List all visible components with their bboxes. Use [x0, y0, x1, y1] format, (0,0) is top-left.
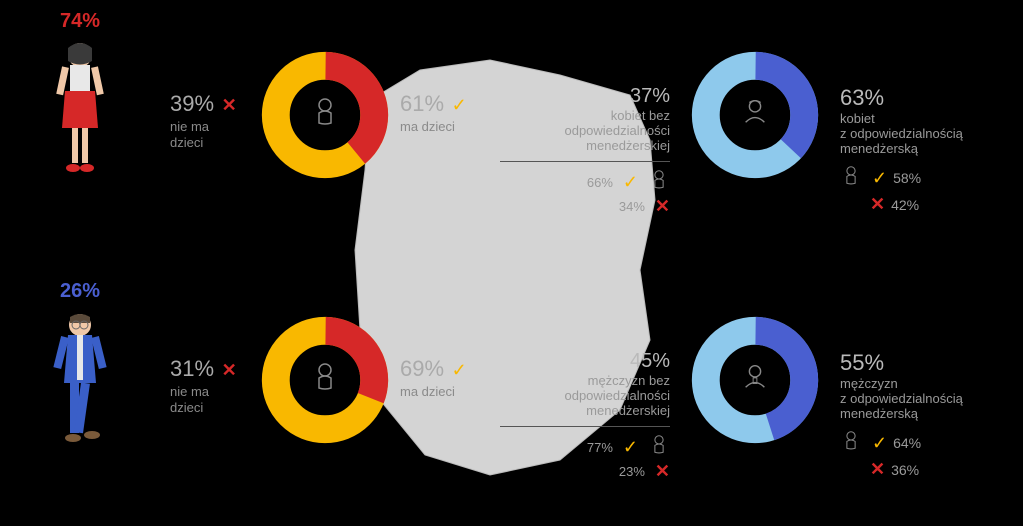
- x-icon: ✕: [222, 95, 237, 115]
- man-right-yes: 64%: [893, 435, 921, 451]
- man-mgr-donut: [690, 315, 820, 445]
- man-mid-yes: 77%: [587, 440, 613, 455]
- woman-right-pct: 63%: [840, 85, 884, 110]
- check-icon: ✓: [623, 437, 638, 458]
- man-manager-icon: [740, 361, 770, 399]
- man-illustration: [40, 303, 120, 463]
- woman-right-yes: 58%: [893, 170, 921, 186]
- woman-mid-pct: 37%: [630, 85, 670, 107]
- woman-no-kids-pct: 39%: [170, 91, 214, 116]
- woman-mgr-donut: [690, 50, 820, 180]
- check-icon: ✓: [872, 433, 887, 454]
- check-icon: ✓: [872, 168, 887, 189]
- x-icon: ✕: [655, 461, 670, 482]
- man-mid-block: 45% mężczyzn bez odpowiedzialności mened…: [500, 350, 670, 482]
- woman-figure-block: 74%: [40, 10, 120, 188]
- woman-illustration: [40, 33, 120, 183]
- woman-mid-sub: 66% ✓ 34% ✕: [500, 161, 670, 217]
- woman-top-pct: 74%: [40, 10, 120, 33]
- man-mid-sub: 77% ✓ 23% ✕: [500, 426, 670, 482]
- x-icon: ✕: [222, 360, 237, 380]
- woman-mid-block: 37% kobiet bez odpowiedzialności menedże…: [500, 85, 670, 217]
- man-no-kids-label: 31% ✕ nie ma dzieci: [170, 355, 237, 417]
- man-no-kids-pct: 31%: [170, 356, 214, 381]
- man-has-kids-text: ma dzieci: [400, 384, 455, 399]
- baby-icon: [648, 433, 670, 461]
- woman-has-kids-label: 61% ✓ ma dzieci: [400, 90, 467, 135]
- man-no-kids-text: nie ma dzieci: [170, 384, 209, 416]
- woman-manager-icon: [740, 96, 770, 134]
- man-mid-pct: 45%: [630, 350, 670, 372]
- baby-icon: [309, 360, 341, 400]
- woman-mid-label: kobiet bez odpowiedzialności menedżerski…: [564, 108, 670, 153]
- woman-right-no: 42%: [891, 197, 919, 213]
- man-figure-block: 26%: [40, 280, 120, 468]
- check-icon: ✓: [623, 172, 638, 193]
- man-mid-no: 23%: [619, 464, 645, 479]
- man-kids-donut: [260, 315, 390, 445]
- woman-kids-donut: [260, 50, 390, 180]
- woman-no-kids-label: 39% ✕ nie ma dzieci: [170, 90, 237, 152]
- woman-has-kids-text: ma dzieci: [400, 119, 455, 134]
- woman-has-kids-pct: 61%: [400, 91, 444, 116]
- man-right-no: 36%: [891, 462, 919, 478]
- baby-icon: [840, 164, 862, 192]
- baby-icon: [309, 95, 341, 135]
- man-has-kids-label: 69% ✓ ma dzieci: [400, 355, 467, 400]
- man-right-sub: ✓ 64% ✕ 36%: [840, 429, 1010, 480]
- man-right-pct: 55%: [840, 350, 884, 375]
- woman-right-sub: ✓ 58% ✕ 42%: [840, 164, 1010, 215]
- woman-right-label: kobiet z odpowiedzialnością menedżerską: [840, 111, 963, 156]
- check-icon: ✓: [452, 360, 467, 380]
- man-has-kids-pct: 69%: [400, 356, 444, 381]
- x-icon: ✕: [870, 459, 885, 480]
- x-icon: ✕: [655, 196, 670, 217]
- check-icon: ✓: [452, 95, 467, 115]
- baby-icon: [648, 168, 670, 196]
- woman-mid-yes: 66%: [587, 175, 613, 190]
- woman-mid-no: 34%: [619, 199, 645, 214]
- woman-no-kids-text: nie ma dzieci: [170, 119, 209, 151]
- man-mid-label: mężczyzn bez odpowiedzialności menedżers…: [564, 373, 670, 418]
- man-right-block: 55% mężczyzn z odpowiedzialnością menedż…: [840, 350, 1010, 480]
- x-icon: ✕: [870, 194, 885, 215]
- man-right-label: mężczyzn z odpowiedzialnością menedżersk…: [840, 376, 963, 421]
- man-top-pct: 26%: [40, 280, 120, 303]
- baby-icon: [840, 429, 862, 457]
- woman-right-block: 63% kobiet z odpowiedzialnością menedżer…: [840, 85, 1010, 215]
